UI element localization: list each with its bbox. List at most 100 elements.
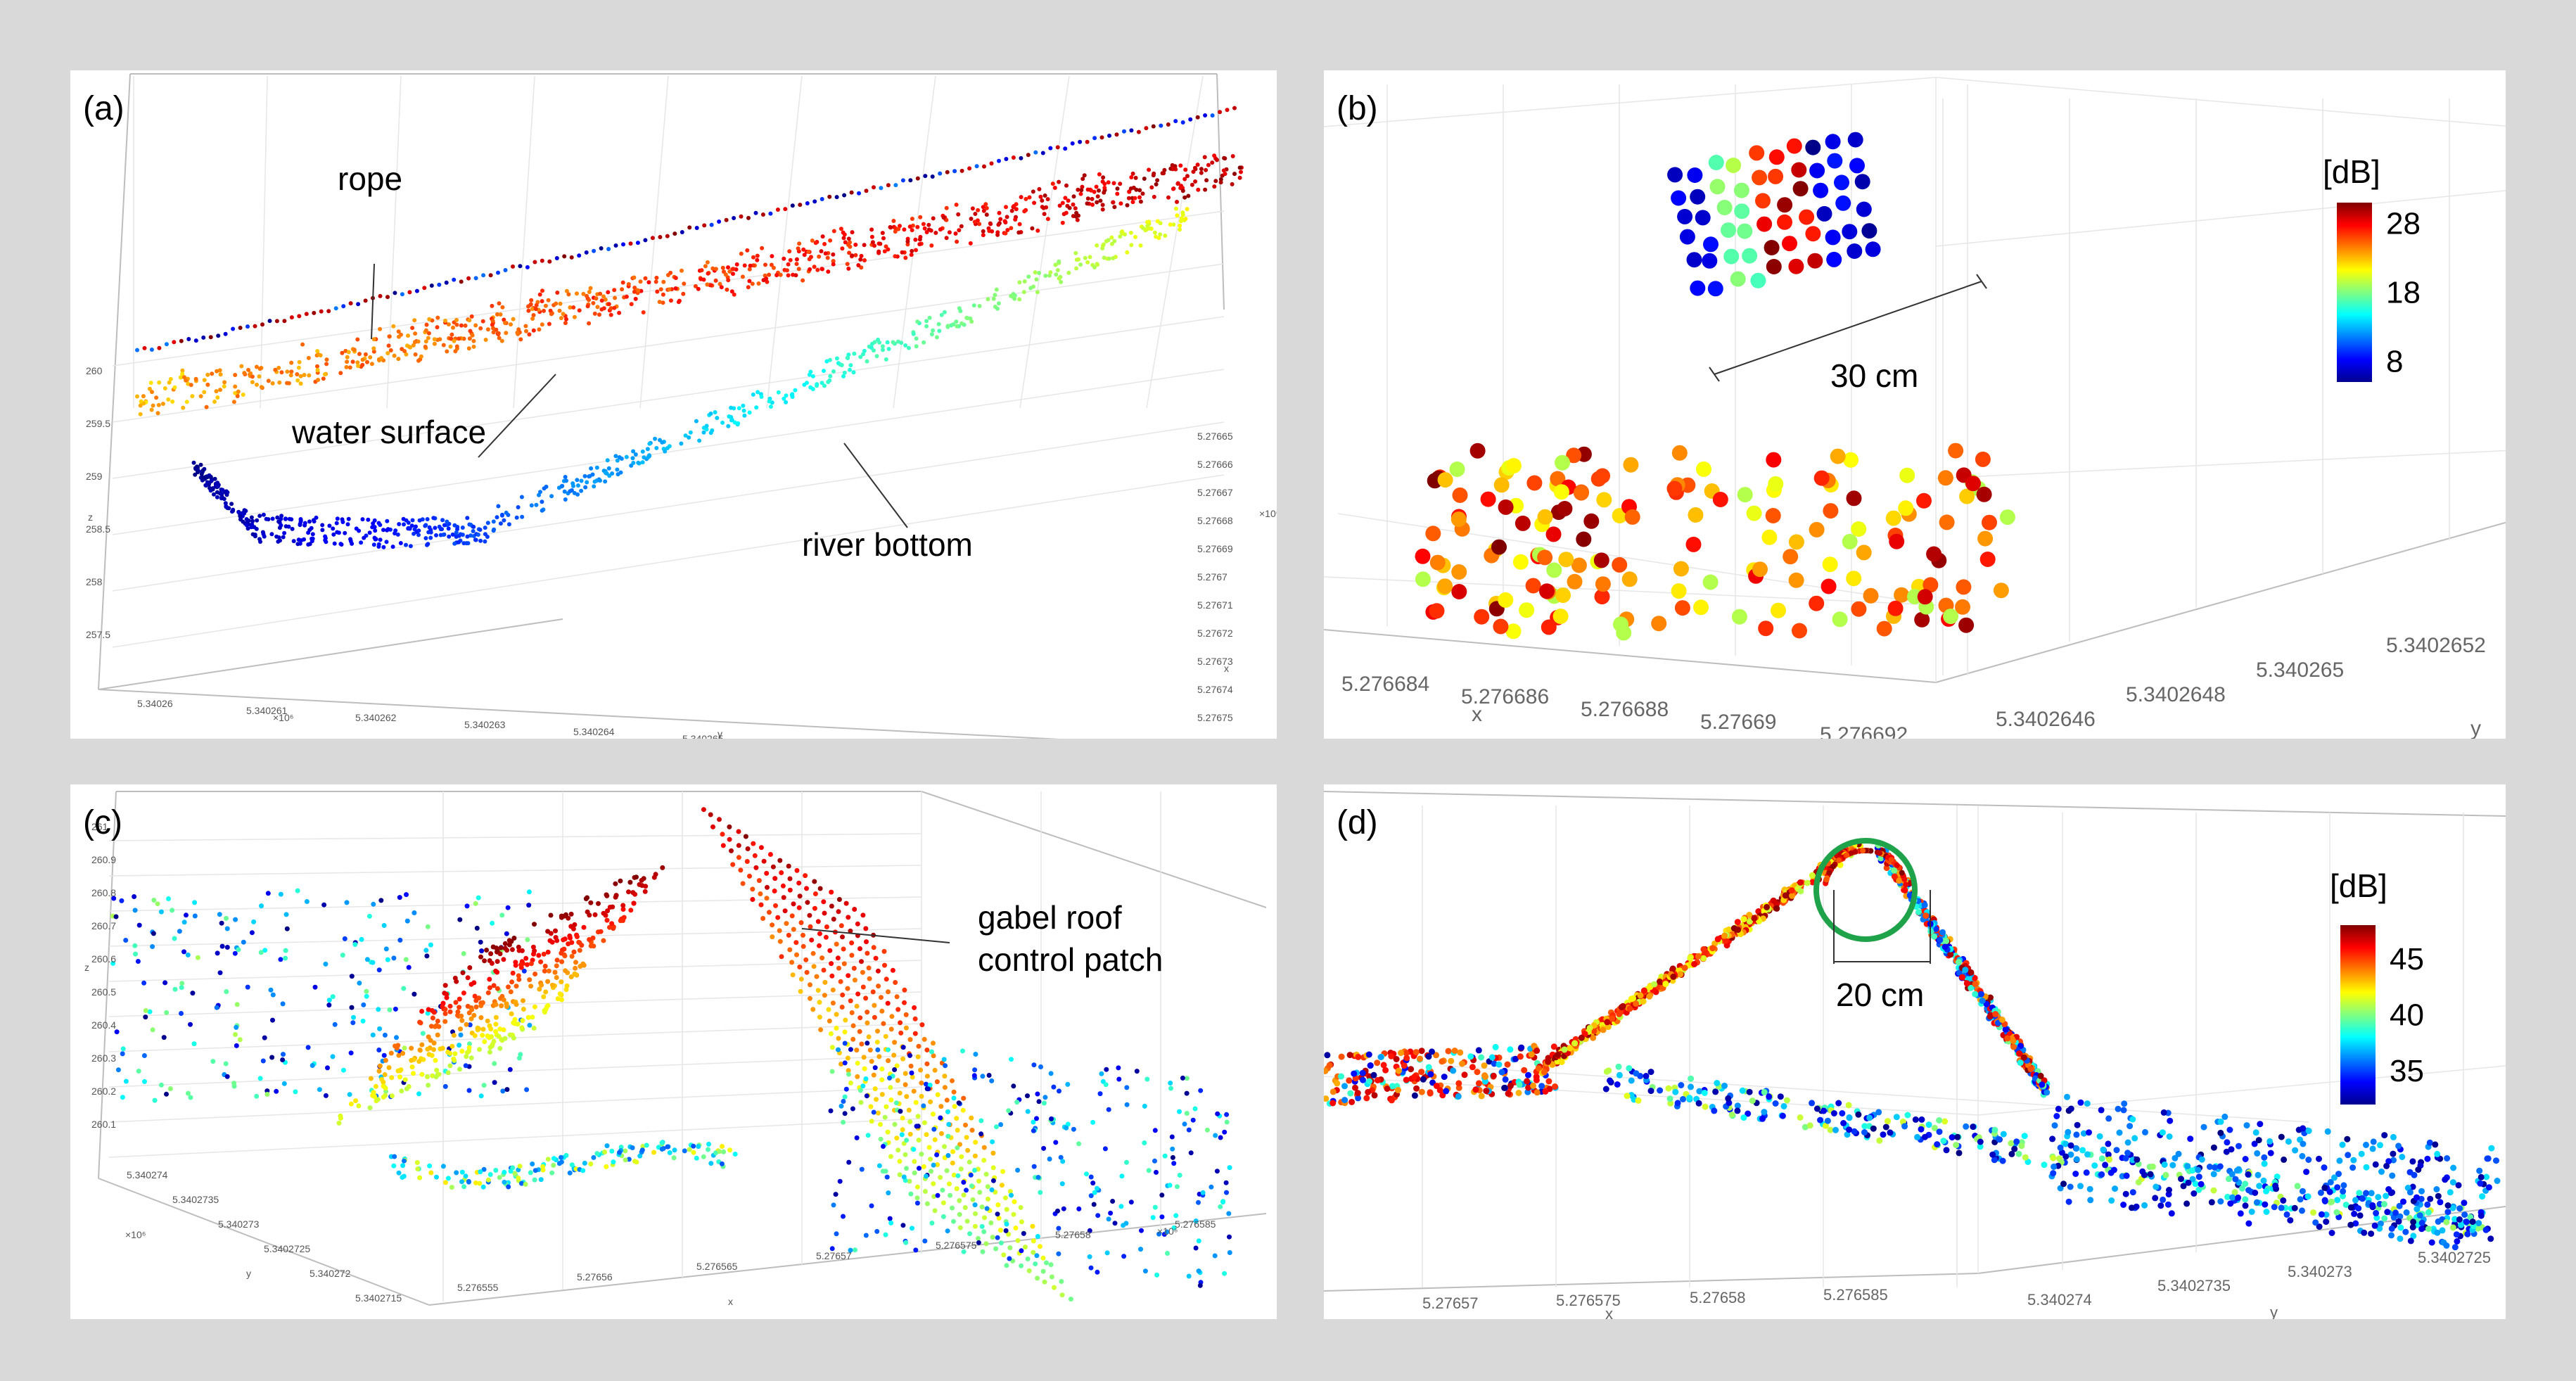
point-ground [406, 965, 412, 970]
point-water-surface [1118, 182, 1123, 186]
point-roof-right [921, 1164, 926, 1169]
point-ground [507, 1067, 513, 1072]
point-roof-right [950, 1078, 955, 1083]
point-patch-bottom [1450, 511, 1467, 528]
z-tick: 260.5 [91, 986, 116, 998]
point-water-surface [1009, 226, 1014, 231]
point-ground-right [1025, 1109, 1031, 1114]
point-water-surface [392, 353, 397, 358]
point-water-surface [178, 375, 183, 380]
point-ground [330, 994, 336, 1000]
point-water-surface [463, 323, 468, 328]
point-rope [238, 326, 243, 330]
point-river-bottom [491, 519, 496, 524]
point-ground [2328, 1198, 2335, 1205]
point-roof-left [372, 1094, 377, 1100]
point-roof-left [1700, 955, 1707, 962]
point-roof-right [938, 1104, 944, 1109]
point-roof-right [720, 843, 726, 848]
point-water-surface [318, 353, 323, 358]
point-ground [151, 898, 157, 903]
x-tick: 5.27667 [1197, 487, 1233, 498]
point-roof-left [621, 915, 627, 920]
point-patch-top [1826, 251, 1842, 267]
point-roof-left [356, 1103, 362, 1109]
point-bottom [493, 1168, 499, 1173]
point-water-surface [917, 237, 922, 242]
point-bottom [396, 1170, 402, 1176]
point-ground [1746, 1088, 1753, 1095]
point-ground-right [961, 1249, 967, 1254]
z-tick: 260 [86, 365, 103, 376]
point-water-surface [726, 278, 731, 283]
point-flat-left [1326, 1062, 1333, 1069]
point-roof-right [1040, 1255, 1046, 1261]
point-water-surface [1102, 190, 1107, 195]
point-flat-left [1492, 1043, 1499, 1050]
point-water-surface [202, 390, 207, 395]
point-rope [768, 211, 773, 216]
point-water-surface [632, 289, 637, 294]
point-roof-right [976, 1235, 981, 1241]
point-water-surface [673, 286, 678, 291]
point-roof-right [2002, 1026, 2009, 1033]
x-axis-label: x [728, 1296, 733, 1307]
point-patch-bottom [1926, 546, 1942, 562]
point-river-bottom [404, 542, 408, 547]
point-flat-left [1347, 1090, 1354, 1097]
y-tick: 5.340274 [127, 1169, 168, 1180]
point-rope [452, 277, 457, 282]
point-roof-right [798, 988, 803, 994]
point-ground [280, 1001, 286, 1007]
point-roof-right [897, 1159, 903, 1164]
point-flat-left [1433, 1083, 1440, 1089]
point-river-bottom [727, 414, 732, 419]
y-exponent: ×10⁶ [273, 712, 294, 723]
point-ground [1996, 1136, 2003, 1143]
point-water-surface [357, 352, 362, 357]
scale-tick-left [1709, 367, 1720, 382]
point-ground [1761, 1088, 1768, 1095]
grid-line [1146, 75, 1204, 409]
point-ground [464, 903, 470, 909]
point-ground-right [1227, 1234, 1232, 1240]
point-roof-left [643, 884, 649, 889]
point-river-bottom [1140, 226, 1145, 231]
point-river-bottom [579, 488, 584, 493]
point-roof-right [812, 891, 818, 896]
point-patch-top [1834, 174, 1849, 191]
point-water-surface [1080, 177, 1085, 182]
point-roof-left [375, 1097, 381, 1102]
point-ground [111, 896, 117, 901]
point-patch-bottom [1976, 486, 1992, 502]
point-ground [2162, 1171, 2169, 1178]
point-ground [2021, 1133, 2028, 1140]
point-water-surface [537, 327, 542, 332]
z-axis-label: z [88, 511, 93, 523]
point-rope [635, 241, 640, 246]
point-ground-right [1198, 1088, 1204, 1093]
point-river-bottom [200, 468, 205, 473]
point-ground [1714, 1080, 1721, 1086]
point-flat-left [1525, 1084, 1532, 1091]
point-roof-left [491, 1038, 497, 1044]
point-roof-left [571, 949, 577, 955]
point-water-surface [1223, 156, 1228, 161]
point-water-surface [1074, 210, 1079, 215]
point-rope [1210, 113, 1215, 118]
point-water-surface [379, 356, 384, 360]
point-ground-right [1116, 1076, 1122, 1082]
point-roof-left [452, 1051, 458, 1057]
point-water-surface [988, 222, 993, 227]
point-patch-bottom [1537, 549, 1553, 566]
point-river-bottom [929, 332, 934, 337]
point-roof-right [843, 1017, 848, 1023]
point-ground-right [934, 1152, 940, 1157]
point-water-surface [1073, 206, 1078, 211]
point-roof-right [897, 1172, 903, 1178]
point-flat-left [1530, 1082, 1536, 1089]
point-bottom [463, 1173, 468, 1179]
point-roof-left [538, 959, 544, 965]
point-river-bottom [431, 516, 436, 521]
point-ground-right [943, 1063, 948, 1069]
